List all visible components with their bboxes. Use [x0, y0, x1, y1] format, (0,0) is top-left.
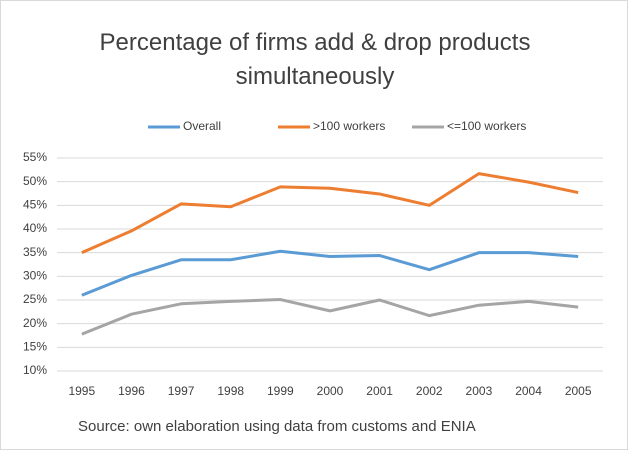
x-tick-label: 1997 [168, 384, 195, 398]
x-tick-label: 1996 [118, 384, 145, 398]
x-tick-label: 2001 [366, 384, 393, 398]
y-tick-label: 25% [23, 292, 47, 306]
y-tick-label: 30% [23, 269, 47, 283]
chart-title: Percentage of firms add & drop products … [99, 29, 531, 90]
x-tick-label: 1995 [68, 384, 95, 398]
y-tick-label: 45% [23, 198, 47, 212]
series-line [81, 172, 579, 255]
series-line [81, 249, 579, 297]
x-tick-label: 2002 [416, 384, 443, 398]
y-tick-label: 35% [23, 245, 47, 259]
legend-label: Overall [183, 119, 221, 133]
y-tick-label: 40% [23, 221, 47, 235]
x-tick-label: 2000 [317, 384, 344, 398]
y-tick-label: 55% [23, 150, 47, 164]
y-tick-label: 50% [23, 174, 47, 188]
legend-label: <=100 workers [447, 119, 526, 133]
x-tick-label: 2004 [515, 384, 542, 398]
y-tick-label: 15% [23, 340, 47, 354]
x-tick-label: 2003 [466, 384, 493, 398]
series-line [81, 298, 579, 336]
x-tick-label: 1999 [267, 384, 294, 398]
legend-label: >100 workers [313, 119, 385, 133]
y-tick-label: 10% [23, 363, 47, 377]
x-tick-label: 1998 [217, 384, 244, 398]
y-tick-label: 20% [23, 316, 47, 330]
source-note: Source: own elaboration using data from … [78, 418, 476, 435]
x-tick-label: 2005 [565, 384, 592, 398]
